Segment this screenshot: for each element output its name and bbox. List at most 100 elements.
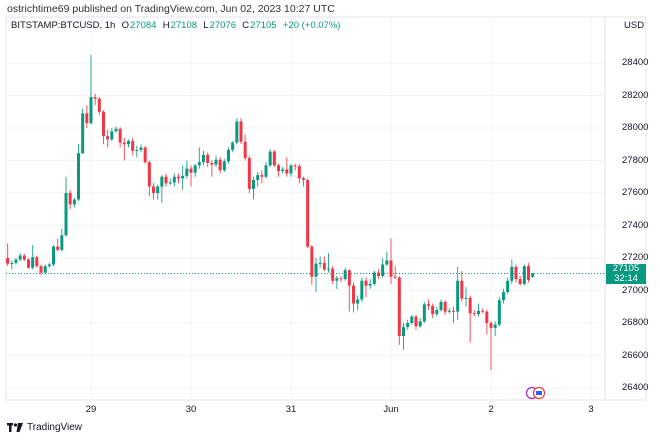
candle[interactable] xyxy=(381,258,385,278)
candle[interactable] xyxy=(197,147,201,169)
candle[interactable] xyxy=(502,288,505,304)
candle[interactable] xyxy=(472,310,476,317)
candle[interactable] xyxy=(277,163,280,177)
candle[interactable] xyxy=(427,299,430,310)
candle[interactable] xyxy=(139,144,143,153)
candle[interactable] xyxy=(56,238,60,252)
candle[interactable] xyxy=(72,197,76,208)
candle[interactable] xyxy=(156,184,160,200)
candle[interactable] xyxy=(160,175,164,203)
candle[interactable] xyxy=(327,253,330,273)
candle[interactable] xyxy=(268,149,272,167)
candle[interactable] xyxy=(372,271,376,286)
candle[interactable] xyxy=(152,183,155,200)
candle[interactable] xyxy=(168,178,172,185)
candle[interactable] xyxy=(485,310,489,335)
candle[interactable] xyxy=(52,245,55,267)
candle[interactable] xyxy=(510,259,514,284)
candle[interactable] xyxy=(368,279,372,289)
candle[interactable] xyxy=(343,267,347,281)
candle[interactable] xyxy=(264,162,268,179)
candle[interactable] xyxy=(252,176,255,200)
candle[interactable] xyxy=(214,155,218,167)
candle[interactable] xyxy=(385,251,389,267)
candle[interactable] xyxy=(164,173,168,187)
candle[interactable] xyxy=(260,170,264,184)
candle[interactable] xyxy=(235,118,239,145)
candle[interactable] xyxy=(185,160,189,179)
candle[interactable] xyxy=(281,167,285,174)
candle[interactable] xyxy=(35,255,39,268)
candle[interactable] xyxy=(306,178,310,249)
candle[interactable] xyxy=(414,314,418,330)
candle[interactable] xyxy=(89,54,93,125)
candle[interactable] xyxy=(310,245,314,285)
candle[interactable] xyxy=(289,163,293,177)
candle[interactable] xyxy=(431,303,435,319)
candle[interactable] xyxy=(410,314,414,325)
candle[interactable] xyxy=(206,152,210,167)
candle[interactable] xyxy=(339,275,343,283)
candle[interactable] xyxy=(447,308,451,314)
candle[interactable] xyxy=(227,147,230,164)
candle[interactable] xyxy=(435,306,439,317)
candle[interactable] xyxy=(285,157,289,177)
candle[interactable] xyxy=(318,256,322,268)
candle[interactable] xyxy=(322,256,326,271)
candle[interactable] xyxy=(97,97,101,115)
candle[interactable] xyxy=(293,163,297,171)
candle[interactable] xyxy=(239,118,243,145)
candle[interactable] xyxy=(172,173,176,187)
candle[interactable] xyxy=(122,137,126,161)
candle[interactable] xyxy=(210,160,214,177)
candle[interactable] xyxy=(397,275,401,345)
candle[interactable] xyxy=(222,158,226,172)
candle[interactable] xyxy=(143,145,147,164)
candle[interactable] xyxy=(31,245,35,270)
candle[interactable] xyxy=(85,105,89,128)
candle[interactable] xyxy=(518,275,522,286)
candle[interactable] xyxy=(464,287,468,307)
candle[interactable] xyxy=(102,110,105,145)
candle[interactable] xyxy=(135,145,139,158)
candle[interactable] xyxy=(68,189,72,210)
candle[interactable] xyxy=(81,108,85,155)
candle[interactable] xyxy=(39,264,43,276)
candle[interactable] xyxy=(110,128,114,141)
candle[interactable] xyxy=(47,262,51,268)
candle[interactable] xyxy=(402,323,405,350)
candle[interactable] xyxy=(477,303,480,317)
candle[interactable] xyxy=(302,176,305,187)
candle[interactable] xyxy=(335,275,339,289)
candle[interactable] xyxy=(527,262,530,283)
candle[interactable] xyxy=(297,163,301,184)
currency-label[interactable]: USD xyxy=(624,20,645,31)
candle[interactable] xyxy=(93,93,97,106)
candle[interactable] xyxy=(193,163,197,177)
candle[interactable] xyxy=(497,297,501,327)
candle[interactable] xyxy=(181,165,185,190)
candle[interactable] xyxy=(439,299,443,312)
candle[interactable] xyxy=(256,171,260,187)
candle[interactable] xyxy=(460,271,464,302)
candle[interactable] xyxy=(60,228,64,252)
candle[interactable] xyxy=(6,243,10,267)
candle[interactable] xyxy=(452,306,455,323)
candle[interactable] xyxy=(481,308,485,314)
candle[interactable] xyxy=(489,321,493,371)
candle[interactable] xyxy=(247,155,251,193)
candle[interactable] xyxy=(243,134,247,161)
symbol-name[interactable]: BITSTAMP:BTCUSD, 1h xyxy=(11,20,116,31)
candle[interactable] xyxy=(64,176,68,237)
candle[interactable] xyxy=(418,318,422,328)
candle[interactable] xyxy=(531,272,535,279)
candle[interactable] xyxy=(218,157,222,174)
candle[interactable] xyxy=(27,258,30,269)
candle[interactable] xyxy=(389,238,393,285)
candle[interactable] xyxy=(177,173,180,184)
candle[interactable] xyxy=(231,141,235,153)
candle[interactable] xyxy=(356,295,360,310)
candle[interactable] xyxy=(77,144,80,202)
candle[interactable] xyxy=(364,277,368,298)
